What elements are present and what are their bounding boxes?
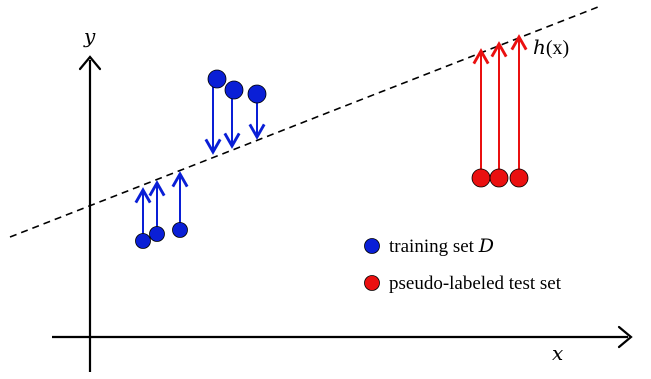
legend-pseudo-label: pseudo-labeled test set: [389, 273, 562, 294]
hypothesis-label-fn: h: [533, 35, 546, 59]
training-point: [135, 233, 151, 249]
legend-training-marker: [364, 238, 380, 254]
training-point: [172, 222, 188, 238]
training-point: [149, 226, 165, 242]
pseudo-point: [471, 168, 491, 188]
legend-pseudo-marker: [364, 275, 380, 291]
x-axis-label: x: [552, 341, 563, 365]
legend: training set D pseudo-labeled test set: [364, 235, 562, 294]
training-point: [247, 84, 267, 104]
axes: x y: [52, 24, 633, 372]
hypothesis-label-arg: (x): [546, 37, 569, 59]
hypothesis-line: [9, 6, 599, 238]
training-cluster-left: [134, 171, 189, 249]
x-axis-arrowhead: [617, 325, 633, 349]
y-axis-arrowhead: [78, 55, 102, 71]
training-point: [207, 69, 227, 89]
legend-training-label: training set: [389, 236, 479, 257]
training-cluster-upper: [204, 69, 267, 155]
legend-training-symbol: D: [478, 235, 494, 257]
training-point: [224, 80, 244, 100]
pseudo-point: [509, 168, 529, 188]
pseudo-cluster: [471, 34, 529, 188]
legend-training-entry: training set D: [389, 235, 494, 257]
y-axis-label: y: [83, 24, 96, 48]
hypothesis-label: h(x): [533, 35, 569, 59]
pseudo-point: [489, 168, 509, 188]
